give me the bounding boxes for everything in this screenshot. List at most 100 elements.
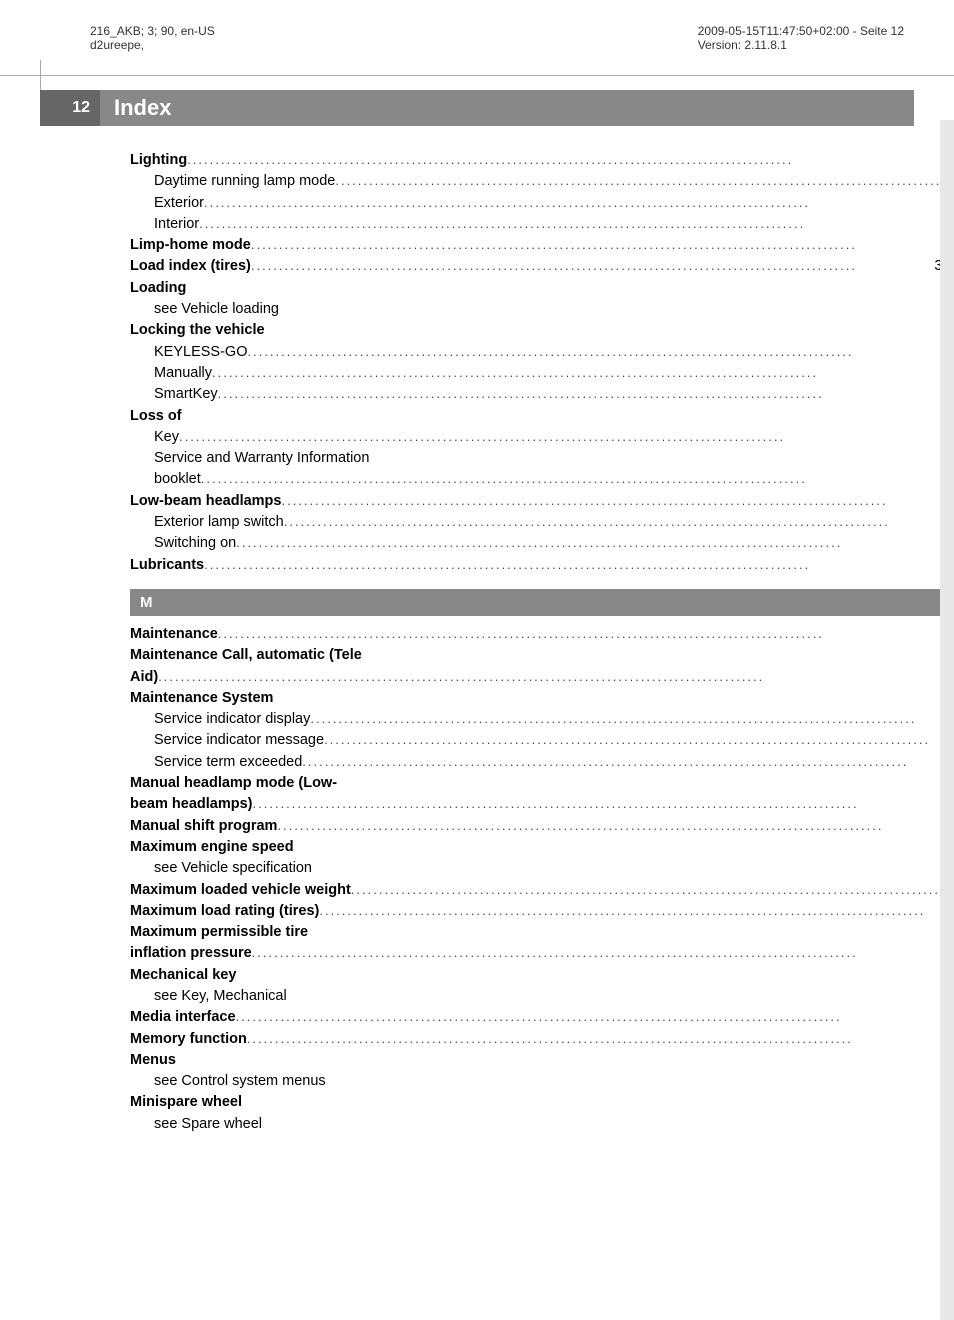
index-entry: Service term exceeded 402: [130, 752, 954, 772]
index-entry-label: Lighting: [130, 150, 187, 170]
header-left-line2: d2ureepe,: [90, 38, 215, 52]
index-entry-label: Exterior: [154, 193, 204, 213]
index-entry-leader: [281, 492, 954, 510]
index-entry: Loss of: [130, 406, 954, 426]
index-entry: Menus: [130, 1050, 954, 1070]
index-entry-leader: [204, 194, 954, 212]
page-title: Index: [100, 95, 171, 121]
index-entry: see Vehicle loading: [130, 299, 954, 319]
index-entry-leader: [179, 428, 954, 446]
index-entry-label: Service indicator display: [154, 709, 310, 729]
index-entry-leader: [251, 236, 954, 254]
index-entry: Service and Warranty Information: [130, 448, 954, 468]
index-entry: Mechanical key: [130, 965, 954, 985]
title-bar: 12 Index: [40, 90, 914, 126]
index-entry: Exterior lamp switch 275: [130, 512, 954, 532]
index-entry: Manually 461: [130, 363, 954, 383]
index-entry-label: SmartKey: [154, 384, 218, 404]
index-entry-label: Manual shift program: [130, 816, 277, 836]
index-entry-leader: [212, 364, 954, 382]
index-entry: Limp-home mode 299: [130, 235, 954, 255]
index-entry-leader: [310, 710, 954, 728]
index-entry-leader: [302, 753, 954, 771]
index-entry-label: Maximum load rating (tires): [130, 901, 319, 921]
index-entry: Daytime running lamp mode 276: [130, 171, 954, 191]
index-entry: Lighting 274: [130, 150, 954, 170]
index-entry-label: Manually: [154, 363, 212, 383]
index-entry: Media interface 183: [130, 1007, 954, 1027]
header-left-line1: 216_AKB; 3; 90, en-US: [90, 24, 215, 38]
index-entry: Minispare wheel: [130, 1092, 954, 1112]
index-entry: inflation pressure 394: [130, 943, 954, 963]
index-entry-label: inflation pressure: [130, 943, 252, 963]
index-entry-label: Key: [154, 427, 179, 447]
index-entry-label: Load index (tires): [130, 256, 251, 276]
index-entry: beam headlamps) 275: [130, 794, 954, 814]
index-entry: Low-beam headlamps 275: [130, 491, 954, 511]
index-entry: Exterior 275: [130, 193, 954, 213]
index-entry: Maximum loaded vehicle weight 394: [130, 880, 954, 900]
index-entry-leader: [335, 172, 954, 190]
index-entry-label: KEYLESS-GO: [154, 342, 247, 362]
index-entry-label: Media interface: [130, 1007, 236, 1027]
index-entry-leader: [204, 556, 954, 574]
index-entry: see Control system menus: [130, 1071, 954, 1091]
crop-marks: [0, 60, 954, 90]
index-entry-leader: [277, 817, 954, 835]
index-entry-label: Switching on: [154, 533, 236, 553]
index-entry-label: Maintenance: [130, 624, 218, 644]
index-entry: Loading: [130, 278, 954, 298]
header-right-line1: 2009-05-15T11:47:50+02:00 - Seite 12: [698, 24, 904, 38]
index-entry-label: Daytime running lamp mode: [154, 171, 335, 191]
index-entry-label: Limp-home mode: [130, 235, 251, 255]
index-entry: booklet 480: [130, 469, 954, 489]
index-entry-leader: [201, 470, 954, 488]
index-entry-leader: [199, 215, 954, 233]
index-entry: Manual shift program 298: [130, 816, 954, 836]
index-entry: Maximum permissible tire: [130, 922, 954, 942]
index-entry-leader: [351, 881, 954, 899]
index-entry-leader: [158, 668, 954, 686]
index-entry-label: Exterior lamp switch: [154, 512, 284, 532]
index-entry: Memory function 273: [130, 1029, 954, 1049]
index-entry-label: Interior: [154, 214, 199, 234]
index-entry: Manual headlamp mode (Low-: [130, 773, 954, 793]
section-letter: M: [130, 589, 954, 616]
index-entry: KEYLESS-GO 253: [130, 342, 954, 362]
index-entry: Aid) 359: [130, 667, 954, 687]
index-entry-label: Aid): [130, 667, 158, 687]
index-entry-label: Maximum loaded vehicle weight: [130, 880, 351, 900]
index-entry: Load index (tires) 389, 394: [130, 256, 954, 276]
index-entry-leader: [218, 625, 954, 643]
index-entry: Interior 279: [130, 214, 954, 234]
index-entry-leader: [324, 731, 954, 749]
page-number: 12: [40, 90, 100, 126]
index-entry-label: Memory function: [130, 1029, 247, 1049]
index-entry: Switching on 275: [130, 533, 954, 553]
index-entry: Maintenance System: [130, 688, 954, 708]
index-entry-label: Service indicator message: [154, 730, 324, 750]
index-entry-label: beam headlamps): [130, 794, 253, 814]
index-entry-leader: [247, 343, 954, 361]
index-entry: Lubricants 490: [130, 555, 954, 575]
index-entry-label: Lubricants: [130, 555, 204, 575]
index-entry: see Key, Mechanical: [130, 986, 954, 1006]
index-entry: Service indicator display 402: [130, 709, 954, 729]
index-entry: see Spare wheel: [130, 1114, 954, 1134]
index-entry-leader: [319, 902, 954, 920]
index-entry: Locking the vehicle: [130, 320, 954, 340]
index-entry-label: booklet: [154, 469, 201, 489]
index-entry: SmartKey 252: [130, 384, 954, 404]
side-tab: [940, 120, 954, 1320]
index-column-left: Lighting 274Daytime running lamp mode 27…: [130, 150, 954, 1172]
index-entry-leader: [252, 944, 954, 962]
index-entry: Service indicator message 402: [130, 730, 954, 750]
index-entry-leader: [236, 534, 954, 552]
index-entry: Key 256: [130, 427, 954, 447]
index-entry: Maximum load rating (tires) 394: [130, 901, 954, 921]
index-entry-leader: [218, 385, 954, 403]
doc-header: 216_AKB; 3; 90, en-US d2ureepe, 2009-05-…: [0, 0, 954, 60]
index-entry-leader: [247, 1030, 954, 1048]
index-entry-leader: [251, 257, 929, 275]
index-entry-leader: [236, 1008, 954, 1026]
